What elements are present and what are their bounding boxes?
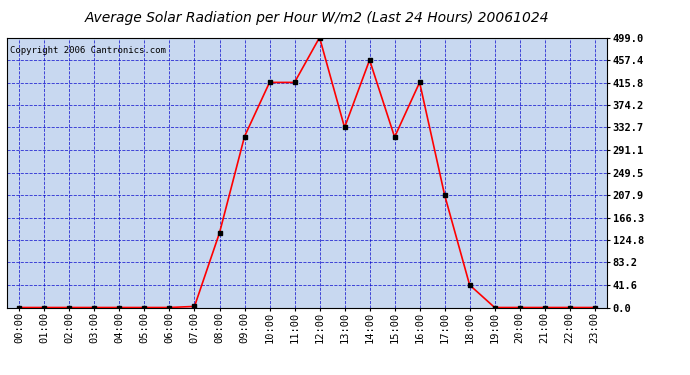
Text: Copyright 2006 Cantronics.com: Copyright 2006 Cantronics.com — [10, 46, 166, 55]
Text: Average Solar Radiation per Hour W/m2 (Last 24 Hours) 20061024: Average Solar Radiation per Hour W/m2 (L… — [85, 11, 550, 25]
